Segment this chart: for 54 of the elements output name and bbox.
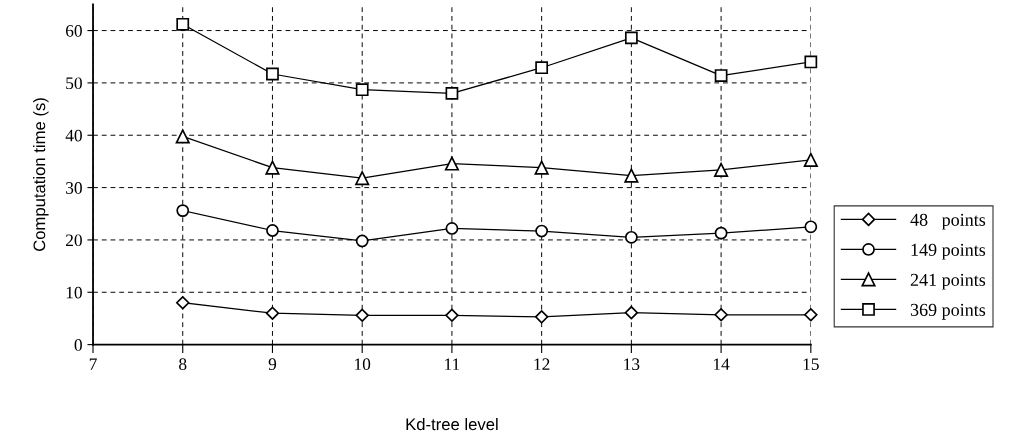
- point: [804, 220, 818, 234]
- point: [804, 55, 818, 69]
- point: [624, 305, 639, 320]
- point: [714, 162, 729, 177]
- point: [535, 224, 549, 238]
- point: [355, 234, 369, 248]
- y-tick-label: 0: [74, 339, 82, 351]
- x-tick-label: 11: [445, 358, 460, 370]
- point: [803, 152, 818, 167]
- x-tick-label: 12: [534, 358, 550, 370]
- y-tick-label: 40: [65, 129, 82, 142]
- point: [355, 83, 369, 97]
- x-tick-label: 15: [803, 358, 819, 371]
- point: [714, 308, 728, 322]
- point: [534, 310, 549, 324]
- point: [176, 204, 190, 218]
- point: [714, 69, 728, 82]
- point: [266, 224, 279, 237]
- y-axis-title: Computation time (s): [33, 98, 49, 251]
- legend-label: 48 points: [910, 213, 986, 230]
- legend-label: 369 points: [910, 303, 986, 320]
- point: [535, 61, 549, 75]
- point: [714, 226, 728, 240]
- point: [534, 160, 549, 175]
- point: [355, 308, 369, 323]
- point: [804, 308, 818, 322]
- y-tick-label: 10: [66, 286, 82, 299]
- point: [445, 222, 459, 235]
- point: [624, 230, 638, 244]
- y-tick-label: 60: [65, 25, 82, 37]
- point: [355, 171, 370, 186]
- legend-label: 241 points: [910, 273, 986, 290]
- x-tick-label: 13: [624, 358, 640, 371]
- x-tick-label: 7: [89, 358, 97, 370]
- x-tick-label: 10: [355, 358, 371, 371]
- point: [265, 306, 280, 320]
- point: [624, 168, 639, 183]
- y-tick-label: 20: [66, 234, 82, 247]
- point: [445, 308, 459, 323]
- point: [624, 31, 638, 45]
- point: [175, 129, 190, 144]
- point: [265, 160, 280, 175]
- y-tick-label: 30: [66, 182, 82, 194]
- y-tick-label: 50: [66, 77, 82, 90]
- point: [266, 67, 279, 81]
- x-tick-label: 14: [713, 358, 730, 370]
- legend-label: 149 points: [911, 243, 986, 260]
- point: [444, 156, 460, 171]
- point: [176, 296, 190, 310]
- x-tick-label: 8: [179, 358, 187, 371]
- x-axis-title: Kd-tree level: [406, 418, 498, 431]
- point: [176, 17, 190, 31]
- x-tick-label: 9: [268, 358, 277, 371]
- point: [445, 86, 459, 100]
